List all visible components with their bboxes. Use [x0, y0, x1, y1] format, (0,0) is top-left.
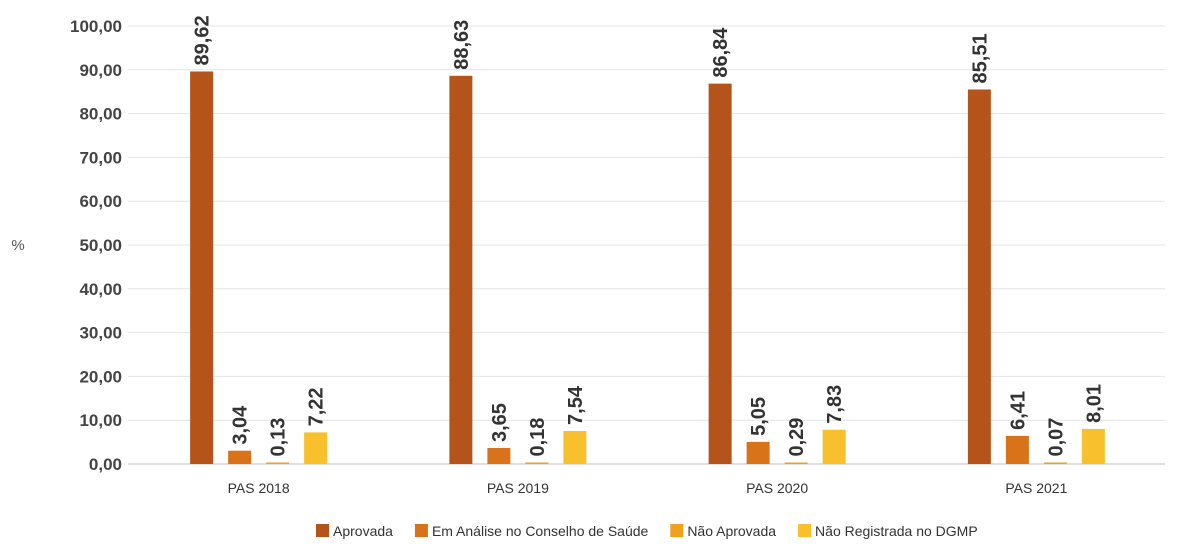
bar: [525, 462, 549, 464]
data-label: 89,62: [192, 15, 214, 65]
data-label: 86,84: [710, 27, 732, 78]
y-tick-label: 60,00: [79, 192, 122, 211]
legend-item[interactable]: Não Aprovada: [670, 523, 776, 539]
data-label: 0,13: [268, 418, 290, 457]
legend-swatch: [798, 524, 812, 537]
legend-label: Em Análise no Conselho de Saúde: [432, 523, 649, 539]
data-label: 6,41: [1007, 391, 1029, 430]
legend-swatch: [316, 524, 329, 537]
bar: [563, 430, 587, 464]
data-labels: 89,62 3,04 0,13 7,22 88,63 3,65 0,18 7,54 86,84 5…: [192, 15, 1106, 456]
legend-swatch: [670, 524, 684, 537]
data-label: 7,83: [824, 385, 846, 424]
legend-item[interactable]: Não Registrada no DGMP: [798, 523, 978, 539]
y-tick-label: 10,00: [79, 411, 122, 430]
bar: [1081, 428, 1105, 464]
bar: [190, 71, 214, 464]
y-tick-label: 90,00: [79, 61, 122, 80]
legend-label: Não Registrada no DGMP: [815, 523, 978, 539]
data-label: 0,18: [527, 418, 549, 457]
bar: [304, 432, 328, 464]
legend-label: Não Aprovada: [687, 523, 776, 539]
legend-swatch: [414, 524, 428, 537]
x-tick-label: PAS 2021: [1005, 480, 1067, 496]
bars: [190, 71, 1105, 465]
bar: [487, 448, 511, 464]
y-axis-ticks: 0,00 10,00 20,00 30,00 40,00 50,00 60,00 70,00 8…: [70, 17, 122, 474]
y-axis-label: %: [11, 237, 24, 254]
data-label: 88,63: [451, 20, 473, 70]
data-label: 3,04: [230, 405, 252, 445]
gridlines: [128, 25, 1165, 465]
bar: [746, 441, 770, 464]
bar: [1005, 435, 1029, 464]
y-tick-label: 0,00: [89, 455, 122, 474]
bar: [1043, 462, 1067, 464]
data-label: 8,01: [1083, 384, 1105, 423]
legend-label: Aprovada: [333, 523, 393, 539]
data-label: 5,05: [748, 397, 770, 436]
bar: [784, 462, 808, 464]
bar: [822, 429, 846, 464]
y-tick-label: 30,00: [79, 324, 122, 343]
bar: [266, 462, 290, 464]
x-tick-label: PAS 2018: [228, 480, 290, 496]
y-tick-label: 40,00: [79, 280, 122, 299]
data-label: 3,65: [489, 403, 511, 442]
data-label: 85,51: [969, 33, 991, 83]
y-tick-label: 100,00: [70, 17, 122, 36]
bar: [967, 89, 991, 465]
y-tick-label: 20,00: [79, 367, 122, 386]
y-tick-label: 80,00: [79, 105, 122, 124]
y-tick-label: 70,00: [79, 148, 122, 167]
legend-item[interactable]: Aprovada: [316, 523, 393, 539]
data-label: 0,07: [1045, 418, 1067, 457]
data-label: 0,29: [786, 418, 808, 457]
legend-item[interactable]: Em Análise no Conselho de Saúde: [414, 523, 649, 539]
bar: [449, 75, 473, 464]
bar: [228, 450, 252, 464]
legend[interactable]: Aprovada Em Análise no Conselho de Saúde N…: [316, 523, 978, 539]
bar: [708, 83, 732, 464]
data-label: 7,54: [565, 385, 587, 425]
y-tick-label: 50,00: [79, 236, 122, 255]
x-tick-label: PAS 2019: [487, 480, 549, 496]
x-axis-ticks: PAS 2018 PAS 2019 PAS 2020 PAS 2021: [228, 480, 1068, 496]
x-tick-label: PAS 2020: [746, 480, 808, 496]
data-label: 7,22: [306, 387, 328, 426]
